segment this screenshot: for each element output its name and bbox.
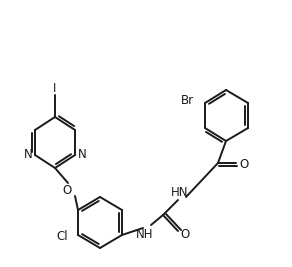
Text: Br: Br — [180, 95, 194, 108]
Text: N: N — [78, 148, 86, 162]
Text: Cl: Cl — [56, 230, 68, 244]
Text: HN: HN — [171, 186, 189, 198]
Text: I: I — [53, 81, 57, 95]
Text: NH: NH — [136, 229, 154, 241]
Text: O: O — [62, 183, 72, 197]
Text: O: O — [180, 229, 190, 241]
Text: O: O — [239, 158, 248, 171]
Text: N: N — [24, 148, 32, 162]
